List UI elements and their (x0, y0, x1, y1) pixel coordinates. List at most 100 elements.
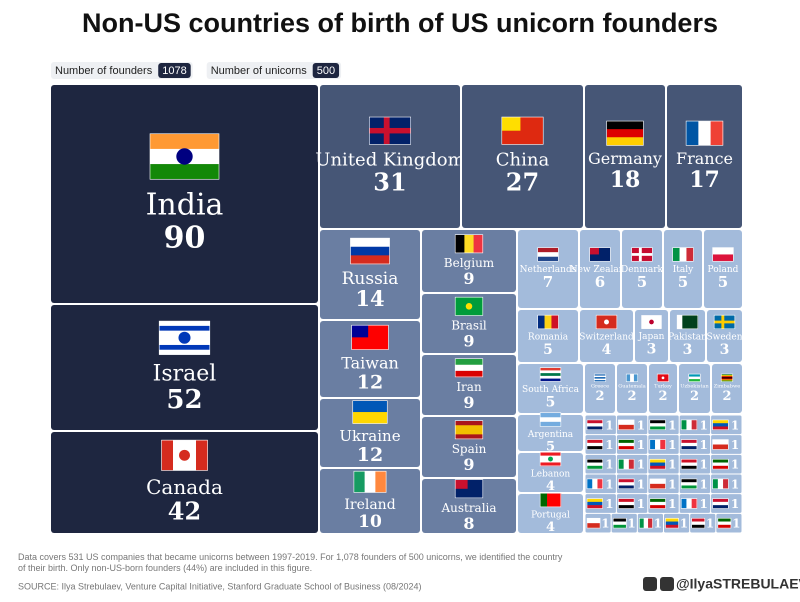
flag-part (178, 331, 191, 344)
cell-value: 1 (731, 418, 739, 432)
flag-border (712, 458, 729, 470)
flag-border (539, 492, 562, 508)
flag-stripe (613, 521, 627, 526)
cell-value: 1 (668, 458, 676, 472)
flag-stripe (649, 462, 666, 467)
cell-value: 2 (690, 389, 699, 404)
flag-stripe (681, 459, 697, 463)
flag-part (369, 127, 411, 134)
treemap-cell (422, 355, 516, 415)
flag-stripe (691, 521, 705, 526)
flag-border (712, 247, 734, 262)
badge-value: 500 (317, 65, 335, 77)
flag-border (586, 439, 603, 450)
flag-stripe (721, 380, 733, 382)
flag-border (454, 296, 484, 316)
source: SOURCE: Ilya Strebulaev, Venture Capital… (18, 581, 422, 591)
cell-value: 18 (610, 167, 641, 193)
flag-stripe (633, 374, 639, 382)
cell-value: 12 (357, 444, 383, 466)
cell-value: 1 (605, 477, 613, 491)
flag-border (586, 419, 603, 431)
flag-stripe (681, 442, 697, 447)
flag-stripe (649, 498, 666, 503)
flag-stripe (681, 485, 697, 490)
flag (688, 373, 701, 382)
flag-part (455, 479, 468, 489)
flag (586, 419, 603, 431)
badge: Number of founders 1078 (51, 62, 193, 79)
treemap-cell (51, 305, 318, 430)
flag-stripe (649, 426, 666, 431)
flag-stripe (540, 367, 561, 371)
flag (606, 120, 644, 146)
flag (539, 367, 562, 382)
cell-label: Argentina (527, 430, 574, 440)
flag (586, 517, 601, 529)
cell-label: United Kingdom (315, 150, 464, 171)
flag-border (454, 358, 484, 378)
cell-value: 3 (647, 342, 657, 358)
cell-value: 1 (605, 418, 613, 432)
flag-stripe (712, 439, 729, 445)
flag (676, 314, 699, 330)
flag-stripe (649, 478, 666, 485)
flag-stripe (677, 315, 683, 329)
flag-border (672, 247, 694, 262)
flag-border (618, 419, 635, 431)
flag-stripe (594, 374, 606, 376)
treemap-cell (422, 294, 516, 353)
flag-stripe (712, 247, 734, 255)
footnote-line: of their birth. Only non-US-born founder… (18, 563, 312, 573)
cell-value: 1 (637, 418, 645, 432)
flag-border (537, 247, 559, 262)
cell-value: 1 (700, 438, 708, 452)
flag-border (680, 419, 698, 431)
flag (720, 373, 734, 382)
flag (618, 458, 635, 470)
treemap-cell (518, 364, 583, 413)
flag-stripe (375, 471, 387, 493)
flag-part (631, 253, 653, 256)
flag-stripe (618, 459, 624, 470)
flag (680, 478, 698, 490)
cell-label: Greece (591, 384, 609, 390)
flag-border (618, 458, 635, 470)
flag-border (454, 234, 484, 254)
treemap-cell (462, 85, 583, 228)
flag-stripe (455, 429, 483, 435)
flag-stripe (592, 478, 598, 489)
cell-value: 9 (463, 269, 474, 288)
cell-value: 1 (700, 458, 708, 472)
flag-border (595, 314, 618, 330)
flag-stripe (587, 501, 603, 506)
flag-stripe (712, 501, 729, 506)
flag-border (586, 517, 601, 529)
flag-border (537, 314, 559, 330)
flag (454, 296, 484, 316)
treemap-cell (51, 85, 318, 303)
flag-stripe (150, 133, 219, 150)
cell-value: 1 (605, 458, 613, 472)
flag-stripe (628, 459, 635, 470)
cell-value: 2 (658, 389, 667, 404)
flag-stripe (721, 377, 733, 379)
treemap-cell (422, 230, 516, 292)
flag-stripe (688, 374, 701, 377)
cell-value: 2 (722, 389, 731, 404)
flag-border (161, 439, 208, 471)
cell-value: 1 (637, 477, 645, 491)
flag (713, 314, 736, 330)
flag-border (713, 314, 736, 330)
flag-border (688, 373, 701, 382)
cell-label: Portugal (531, 510, 570, 520)
cell-label: Belgium (444, 256, 495, 270)
flag-border (586, 478, 603, 490)
flag-stripe (473, 234, 484, 253)
cell-value: 1 (637, 438, 645, 452)
flag-stripe (540, 493, 548, 507)
flag-stripe (540, 373, 561, 377)
flag (631, 247, 653, 262)
flag-stripe (587, 478, 593, 489)
